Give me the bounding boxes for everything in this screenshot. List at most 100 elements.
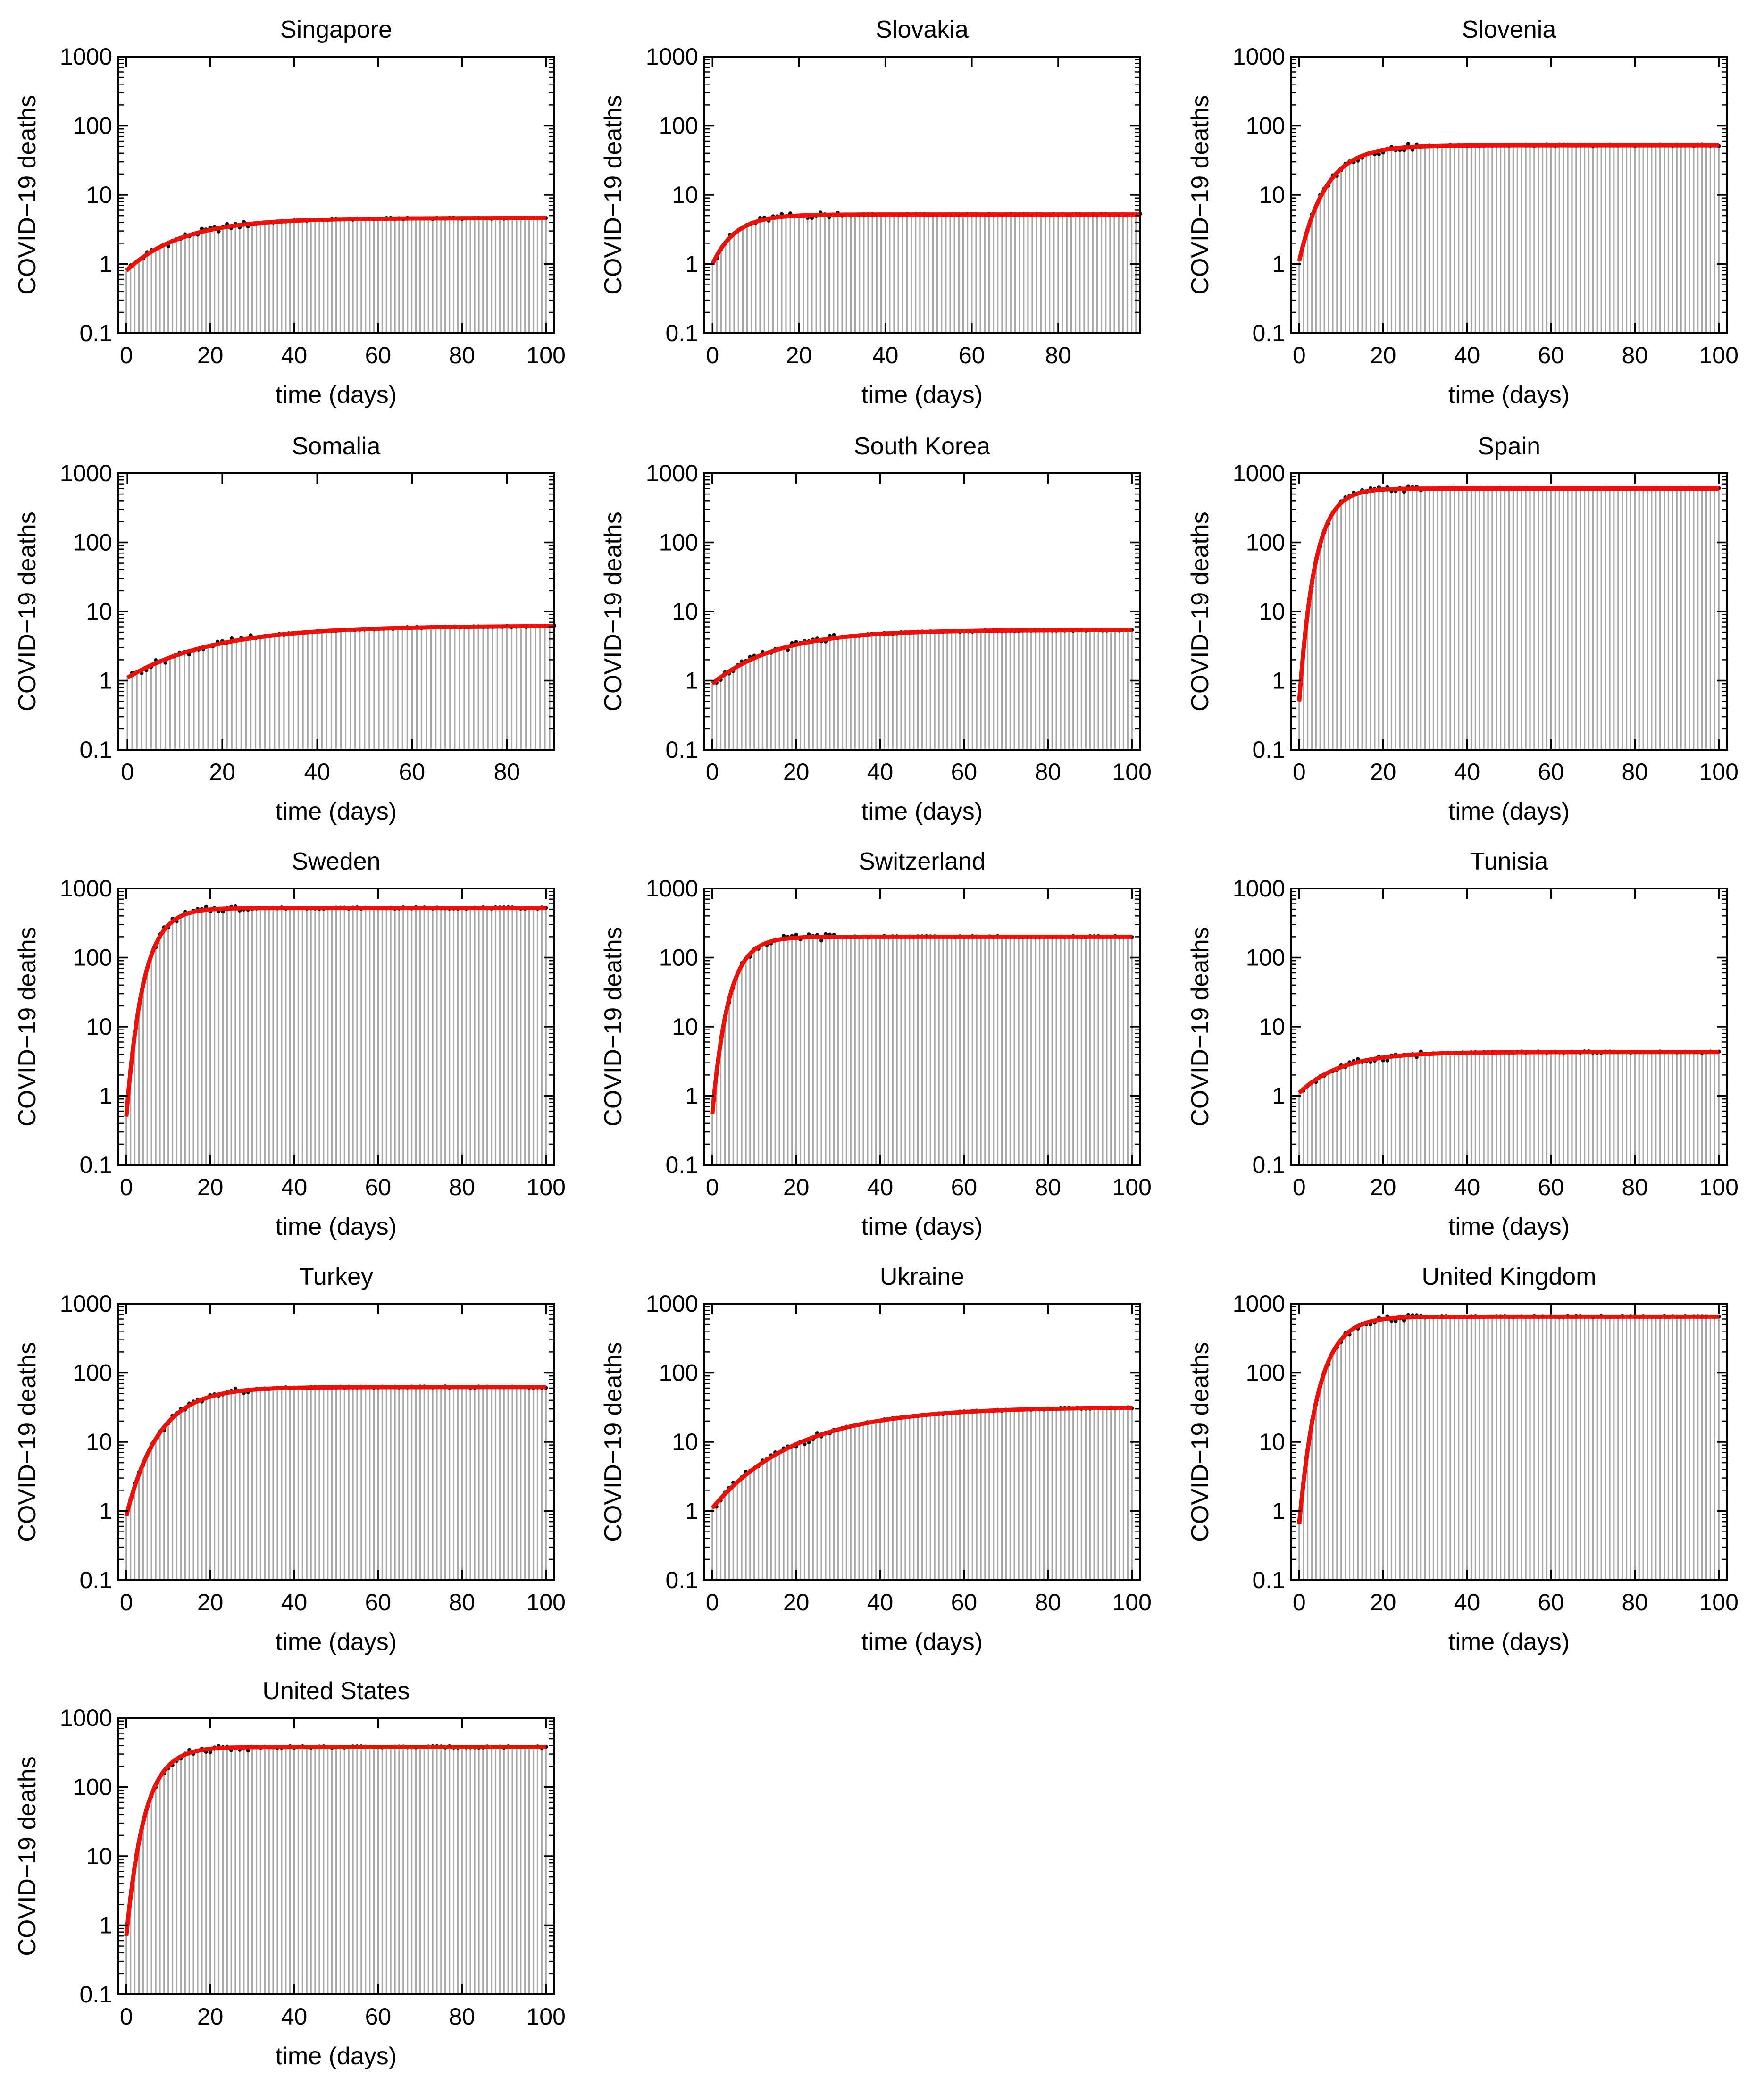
y-tick-label: 100 (659, 529, 698, 556)
data-point (208, 1750, 212, 1754)
x-axis: 0 20 40 60 80 100 (706, 473, 1152, 785)
y-tick-label: 1000 (60, 875, 112, 902)
x-tick-label: 100 (526, 2003, 565, 2030)
chart-title: Sweden (292, 848, 381, 875)
fit-line (1297, 486, 1719, 702)
x-tick-label: 60 (951, 1589, 978, 1616)
fit-line (1297, 1314, 1719, 1524)
y-tick-label: 10 (672, 1429, 698, 1455)
y-tick-label: 1 (685, 251, 698, 277)
x-tick-label: 20 (209, 759, 235, 785)
fit-line (125, 216, 546, 273)
x-axis-label: time (days) (276, 1628, 397, 1656)
y-tick-label: 1 (99, 668, 112, 694)
y-tick-label: 1000 (60, 1290, 112, 1317)
observed-points (1301, 1313, 1721, 1487)
chart-title: Slovenia (1462, 16, 1556, 43)
bars (125, 1747, 547, 1994)
x-tick-label: 0 (1293, 1589, 1306, 1616)
y-tick-label: 10 (1259, 182, 1285, 208)
x-tick-label: 40 (304, 759, 330, 785)
x-tick-label: 100 (1112, 1174, 1151, 1200)
chart-title: Turkey (299, 1263, 373, 1290)
y-tick-label: 1 (1272, 668, 1285, 694)
bars (711, 214, 1141, 333)
y-tick-label: 1 (685, 1498, 698, 1524)
x-tick-label: 0 (120, 2003, 133, 2030)
x-axis: 0 20 40 60 80 100 (1293, 1304, 1739, 1616)
chart-title: Somalia (292, 433, 381, 460)
y-axis-label: COVID−19 deaths (14, 1756, 41, 1956)
y-axis-label: COVID−19 deaths (600, 95, 627, 294)
x-tick-label: 20 (1370, 1174, 1396, 1200)
data-point (1394, 1319, 1398, 1323)
bars (125, 1387, 547, 1580)
observed-points (1301, 484, 1721, 651)
y-tick-label: 100 (1246, 1360, 1285, 1386)
chart-united-kingdom: 0.1 1 10 100 1000 0 20 40 60 80 100 United Kingdom t… (1187, 1263, 1739, 1656)
x-tick-label: 40 (1454, 759, 1480, 785)
x-axis-label: time (days) (276, 2043, 397, 2070)
y-axis: 0.1 1 10 100 1000 (646, 1290, 1140, 1593)
bars (711, 1407, 1133, 1580)
y-tick-label: 0.1 (665, 1152, 698, 1178)
chart-title: United Kingdom (1422, 1263, 1597, 1290)
y-tick-label: 100 (659, 945, 698, 971)
x-tick-label: 80 (1622, 759, 1648, 785)
y-tick-label: 100 (73, 1774, 112, 1800)
y-axis-label: COVID−19 deaths (600, 511, 627, 711)
x-tick-label: 0 (706, 1174, 719, 1200)
x-tick-label: 60 (365, 1589, 392, 1616)
y-axis: 0.1 1 10 100 1000 (60, 1705, 554, 2008)
chart-title: Switzerland (859, 848, 986, 875)
bars (1298, 145, 1720, 333)
y-tick-label: 1 (1272, 1083, 1285, 1109)
y-tick-label: 100 (1246, 113, 1285, 139)
y-tick-label: 0.1 (1252, 737, 1285, 763)
chart-united-states: 0.1 1 10 100 1000 0 20 40 60 80 100 United States ti… (14, 1677, 566, 2070)
y-axis: 0.1 1 10 100 1000 (60, 875, 554, 1178)
x-tick-label: 100 (1699, 342, 1738, 368)
fit-line (124, 1745, 546, 1936)
chart-slovenia: 0.1 1 10 100 1000 0 20 40 60 80 100 Slovenia time (d… (1187, 16, 1739, 409)
chart-ukraine: 0.1 1 10 100 1000 0 20 40 60 80 100 Ukraine time (da… (600, 1263, 1152, 1656)
x-tick-label: 60 (951, 759, 978, 785)
y-axis-label: COVID−19 deaths (1187, 927, 1214, 1126)
y-tick-label: 10 (1259, 1013, 1285, 1040)
y-tick-label: 1000 (1233, 43, 1285, 70)
x-tick-label: 40 (872, 342, 899, 368)
chart-title: Singapore (280, 16, 392, 43)
fit-line (126, 624, 555, 680)
chart-singapore: 0.1 1 10 100 1000 0 20 40 60 80 100 Singapore time (… (14, 16, 566, 409)
x-tick-label: 100 (1699, 1174, 1738, 1200)
x-tick-label: 60 (1538, 759, 1564, 785)
y-axis-label: COVID−19 deaths (1187, 95, 1214, 294)
y-tick-label: 0.1 (1252, 1567, 1285, 1593)
chart-title: Slovakia (876, 16, 969, 43)
chart-south-korea: 0.1 1 10 100 1000 0 20 40 60 80 100 South Korea time… (600, 433, 1152, 825)
x-tick-label: 20 (1370, 759, 1396, 785)
chart-sweden: 0.1 1 10 100 1000 0 20 40 60 80 100 Sweden time (day… (14, 848, 566, 1240)
observed-points (1301, 1049, 1721, 1093)
y-axis-label: COVID−19 deaths (14, 511, 41, 711)
x-tick-label: 0 (706, 1589, 719, 1616)
x-axis: 0 20 40 60 80 100 (1293, 57, 1739, 368)
x-axis: 0 20 40 60 80 100 (706, 888, 1152, 1200)
y-tick-label: 10 (672, 182, 698, 208)
y-tick-label: 100 (659, 113, 698, 139)
x-tick-label: 0 (1293, 342, 1306, 368)
x-axis: 0 20 40 60 80 100 (120, 57, 566, 368)
x-tick-label: 60 (365, 2003, 392, 2030)
x-tick-label: 60 (1538, 1174, 1564, 1200)
fit-line (711, 1405, 1132, 1510)
bars (1298, 488, 1720, 750)
y-axis-label: COVID−19 deaths (14, 95, 41, 294)
bars (126, 626, 555, 750)
chart-title: Tunisia (1470, 848, 1548, 875)
x-axis-label: time (days) (1448, 1628, 1570, 1656)
y-axis-label: COVID−19 deaths (600, 1342, 627, 1541)
chart-title: South Korea (854, 433, 990, 460)
y-tick-label: 10 (672, 1013, 698, 1040)
y-tick-label: 1000 (646, 43, 698, 70)
y-tick-label: 0.1 (79, 1567, 112, 1593)
